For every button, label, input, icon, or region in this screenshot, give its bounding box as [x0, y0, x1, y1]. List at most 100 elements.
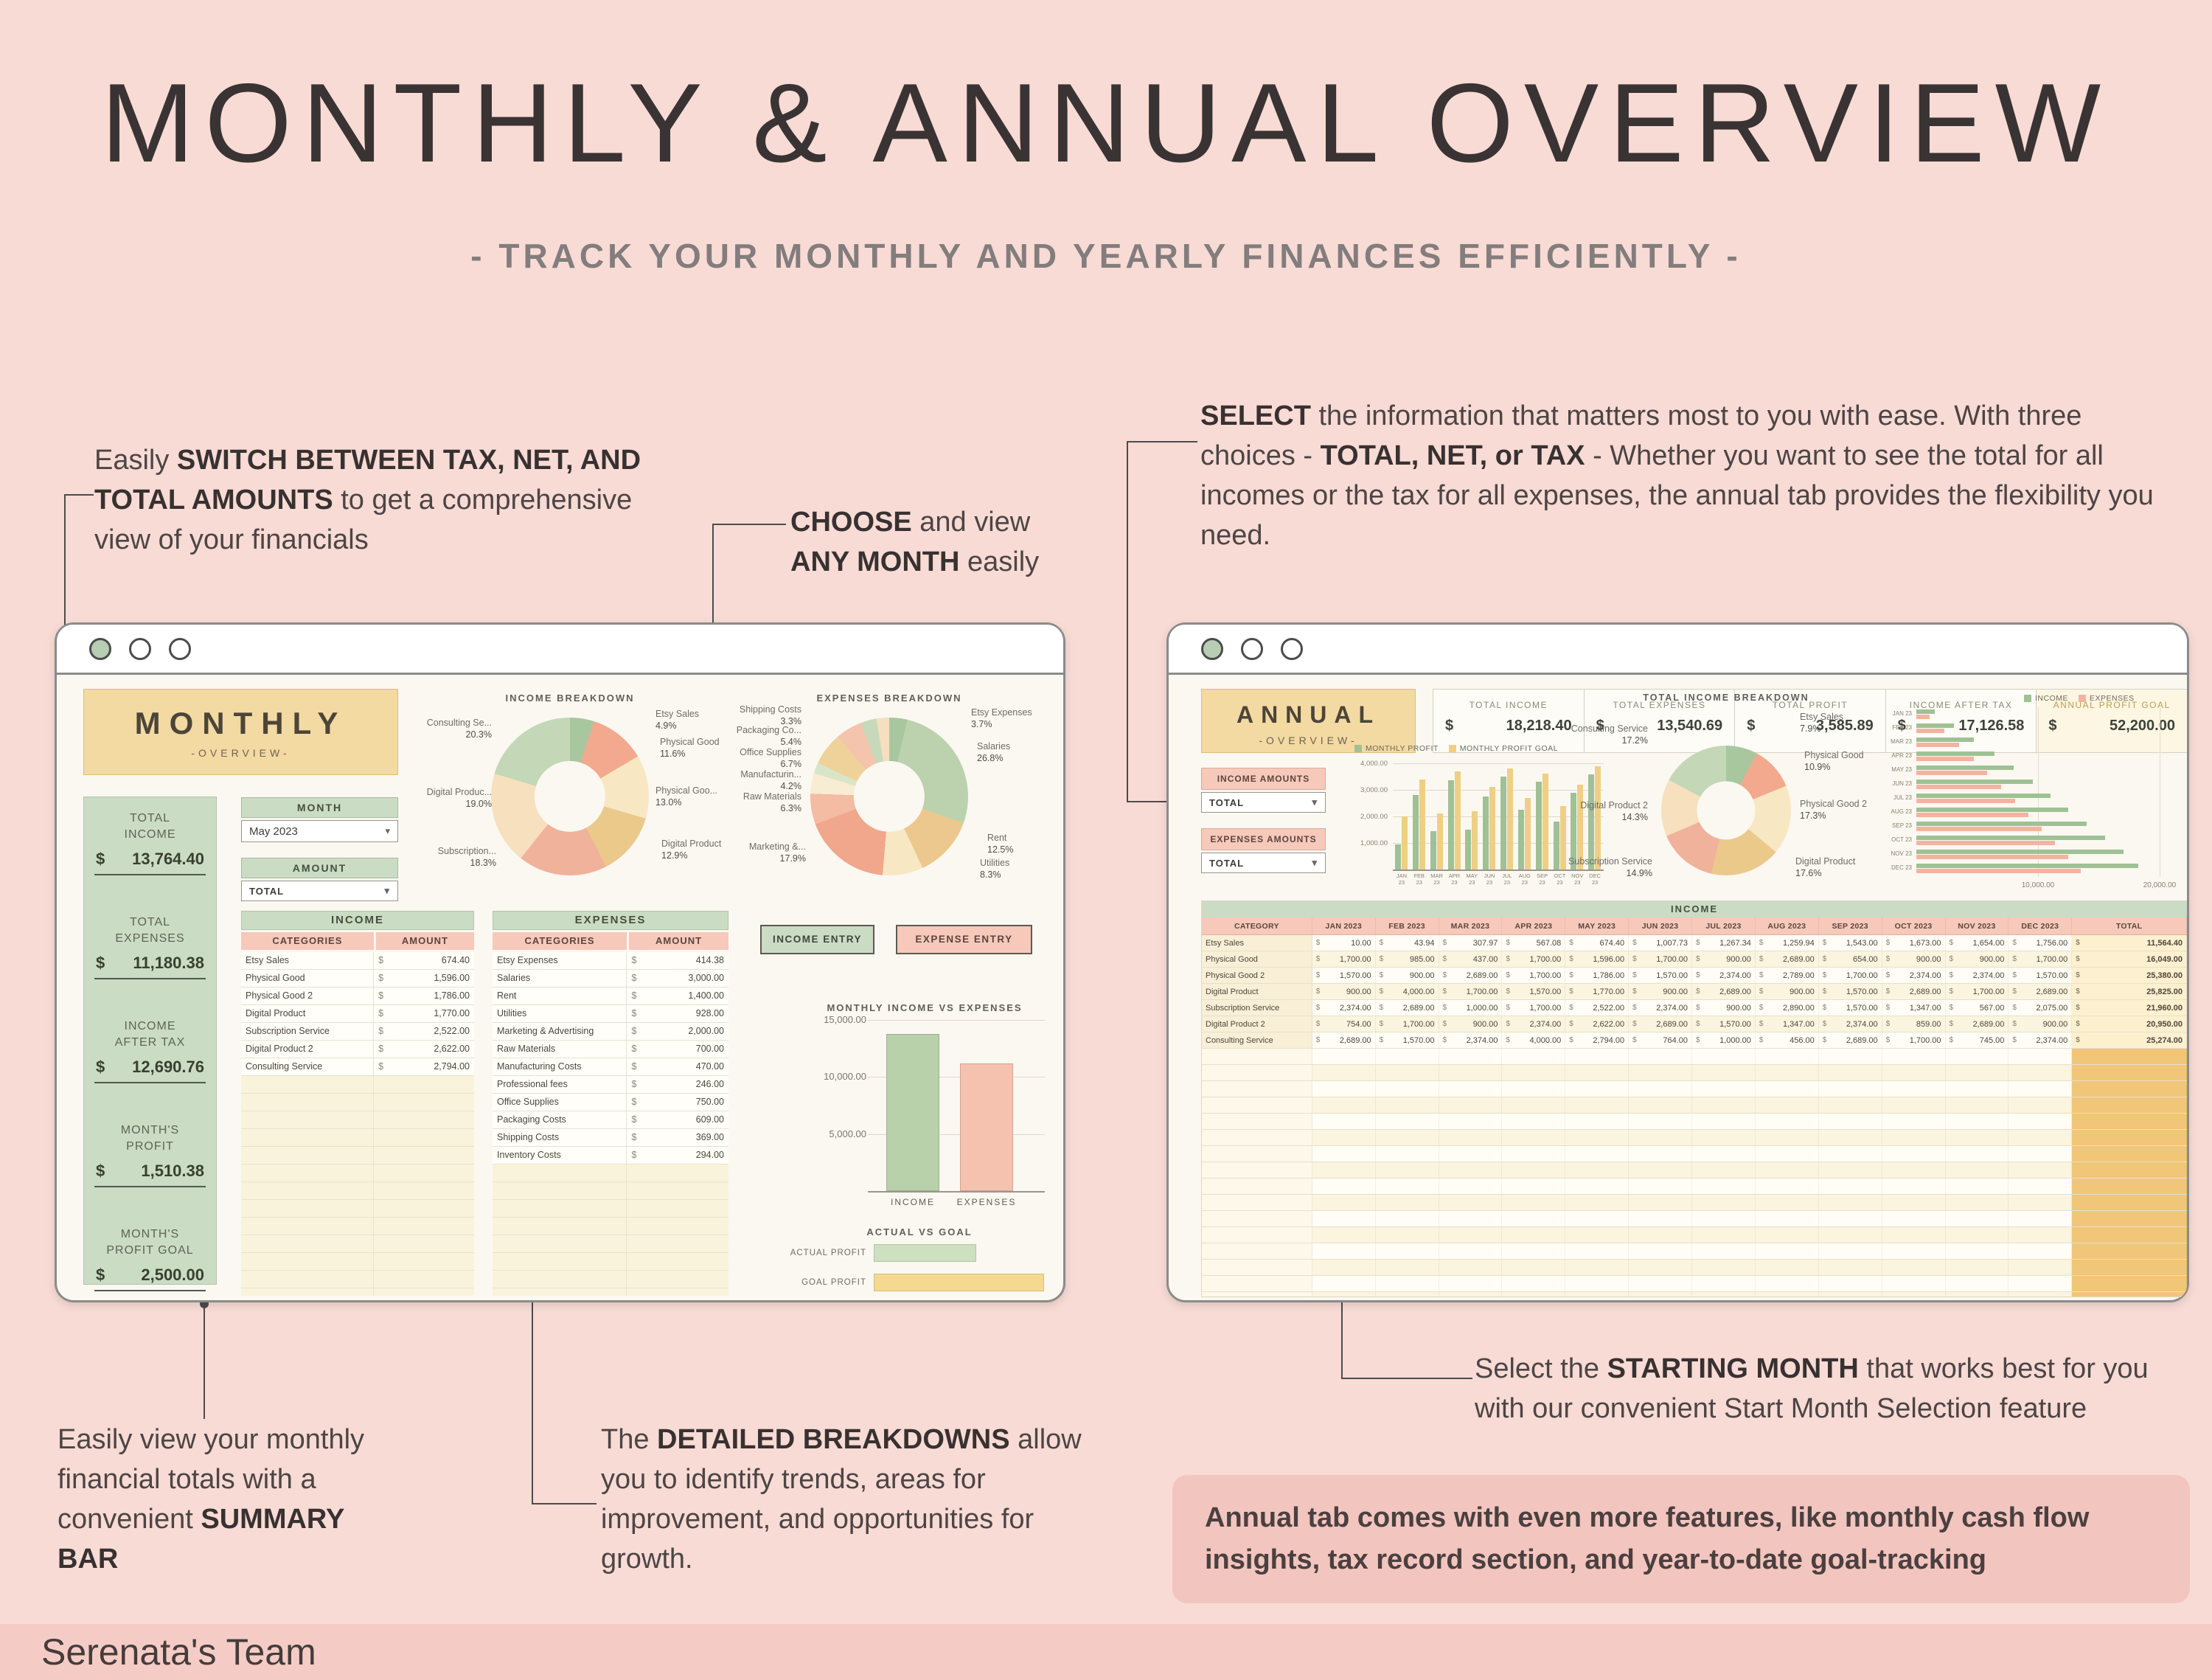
cell-amount — [1629, 1276, 1693, 1291]
cell-category — [493, 1253, 627, 1270]
amount: 654.00 — [1852, 954, 1878, 964]
amount: 674.40 — [1599, 938, 1625, 948]
cell-amount — [1502, 1146, 1566, 1162]
cell-amount: $1,700.00 — [1502, 1000, 1566, 1016]
amount: 12,690.76 — [132, 1058, 204, 1077]
amount: 1,700.00 — [1846, 971, 1878, 980]
expenses-amounts-dropdown[interactable]: TOTAL ▾ — [1201, 853, 1326, 873]
amount: 2,689.00 — [1466, 971, 1498, 980]
bar-monthly-profit — [1500, 777, 1506, 869]
cell-amount — [1692, 1065, 1756, 1080]
cell-amount: $1,700.00 — [1946, 984, 2009, 999]
window-dot-icon[interactable] — [169, 637, 191, 660]
cell-amount: $2,689.00 — [2008, 984, 2073, 999]
amount: 294.00 — [695, 1150, 724, 1160]
cell-amount — [1819, 1243, 1882, 1259]
table-row — [1202, 1227, 2187, 1243]
amount: 2,622.00 — [434, 1044, 470, 1054]
currency-symbol: $ — [1885, 1004, 1891, 1012]
legend-swatch — [1448, 745, 1456, 752]
amount: 567.08 — [1536, 938, 1562, 948]
year-label: 23 — [1521, 879, 1528, 886]
cell-amount — [374, 1200, 474, 1217]
amount-selector: AMOUNT TOTAL ▾ — [241, 858, 398, 901]
page-subtitle: - TRACK YOUR MONTHLY AND YEARLY FINANCES… — [470, 237, 1742, 275]
cell-category — [1202, 1097, 1312, 1113]
cell-amount — [1756, 1049, 1819, 1064]
bar-monthly-profit-goal — [1524, 797, 1531, 869]
cell-category: Digital Product — [1202, 984, 1312, 999]
currency-symbol: $ — [1897, 718, 1906, 734]
cell-category: Manufacturing Costs — [493, 1058, 627, 1075]
table-row — [1202, 1195, 2187, 1211]
income-amounts-dropdown[interactable]: TOTAL ▾ — [1201, 792, 1326, 813]
cell-amount: $1,570.00 — [1692, 1016, 1756, 1032]
summary-cell: TOTAL EXPENSES $13,540.69 — [1583, 690, 1735, 752]
window-dot-icon[interactable] — [1201, 637, 1223, 660]
table-row: Physical Good $1,700.00 $985.00 $437.00 $1,7… — [1202, 951, 2187, 968]
sheet-title: MONTHLY — [134, 706, 347, 740]
income-entry-button[interactable]: INCOME ENTRY — [760, 925, 874, 954]
cell-amount — [1439, 1146, 1503, 1162]
table-row — [493, 1182, 728, 1200]
amount: 2,522.00 — [434, 1026, 470, 1036]
cell-amount: $700.00 — [627, 1041, 728, 1058]
amount: 2,374.00 — [1656, 1003, 1688, 1013]
summary-item: MONTH'S PROFIT GOAL $2,500.00 — [84, 1226, 216, 1300]
currency-symbol: $ — [1506, 1036, 1510, 1044]
slice-percent: 12.9% — [661, 850, 688, 861]
cell-amount: $1,347.00 — [1756, 1016, 1819, 1032]
currency-symbol: $ — [1759, 955, 1764, 963]
month-dropdown[interactable]: May 2023 ▾ — [241, 820, 398, 842]
cell-amount — [1565, 1179, 1630, 1194]
bar-income — [1916, 766, 2014, 770]
axis-tick-label: 5,000.00 — [829, 1128, 866, 1139]
amount: 859.00 — [1916, 1019, 1941, 1029]
expense-entry-button[interactable]: EXPENSE ENTRY — [896, 925, 1032, 954]
cell-category — [1202, 1243, 1312, 1259]
window-dot-icon[interactable] — [89, 637, 111, 660]
window-dot-icon[interactable] — [1241, 637, 1263, 660]
amount: 25,380.00 — [2146, 971, 2183, 980]
cell-amount — [1629, 1227, 1693, 1243]
expenses-breakdown-title: EXPENSES BREAKDOWN — [816, 693, 962, 704]
cell-amount — [1946, 1065, 2009, 1080]
bar-monthly-profit — [1588, 774, 1595, 869]
window-dot-icon[interactable] — [1281, 637, 1303, 660]
amount-dropdown[interactable]: TOTAL ▾ — [241, 881, 398, 901]
summary-value: $2,500.00 — [94, 1266, 206, 1292]
annotation-detailed-breakdowns: The DETAILED BREAKDOWNS allow you to ide… — [601, 1424, 1082, 1575]
cell-amount — [1756, 1081, 1819, 1097]
cell-amount — [1692, 1276, 1756, 1291]
cell-amount — [1692, 1195, 1756, 1210]
amount: 2,522.00 — [1593, 1003, 1625, 1013]
window-dot-icon[interactable] — [129, 637, 151, 660]
cell-amount — [1946, 1130, 2009, 1145]
cell-amount: $470.00 — [627, 1058, 728, 1075]
cell-category: Raw Materials — [493, 1041, 627, 1058]
cell-amount — [1882, 1292, 1946, 1297]
column-header: CATEGORIES — [493, 932, 627, 950]
cell-amount — [627, 1253, 728, 1270]
currency-symbol: $ — [1379, 971, 1384, 979]
cell-amount — [1819, 1195, 1882, 1210]
connector-line — [64, 494, 94, 496]
amount: 2,374.00 — [1339, 1003, 1371, 1013]
axis-tick-label: 1,000.00 — [1360, 839, 1388, 847]
cell-amount — [1756, 1260, 1819, 1275]
cell-category: Office Supplies — [493, 1094, 627, 1111]
cell-amount: $985.00 — [1376, 951, 1439, 967]
legend-swatch — [1354, 745, 1362, 752]
amount: 1,756.00 — [2036, 938, 2068, 948]
amount: 2,374.00 — [1719, 971, 1751, 980]
currency-symbol: $ — [1315, 1036, 1321, 1044]
amount: 1,700.00 — [1909, 1035, 1941, 1045]
column-header: CATEGORY — [1202, 917, 1312, 934]
month-selector: MONTH May 2023 ▾ — [241, 797, 398, 842]
monthly-profit-chart: 4,000.00 3,000.00 2,000.00 1,000.00 JAN 23 FEB… — [1347, 759, 1607, 893]
cell-amount — [1756, 1227, 1819, 1243]
currency-symbol: $ — [1379, 1036, 1384, 1044]
chevron-down-icon: ▾ — [384, 885, 390, 896]
summary-label: TOTAL INCOME — [124, 812, 176, 841]
currency-symbol: $ — [1506, 939, 1510, 947]
